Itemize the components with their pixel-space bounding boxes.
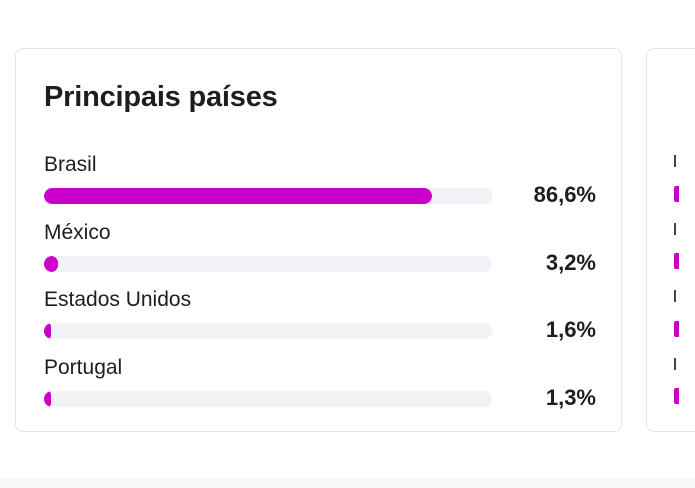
country-label: Estados Unidos [44,288,192,311]
truncated-text-glyph [674,290,680,302]
country-percentage: 1,3% [545,385,596,410]
country-row-portugal: Portugal 1,3% [44,355,596,413]
progress-track [44,391,492,407]
country-label: México [44,221,111,244]
progress-fill [44,391,51,407]
country-percentage: 86,6% [533,182,596,207]
progress-fill-partial [674,253,679,269]
truncated-text-glyph [674,358,680,370]
top-countries-card: Principais países Brasil 86,6% México 3,… [15,48,622,432]
country-row-estados-unidos: Estados Unidos 1,6% [44,287,596,345]
truncated-text-glyph [674,223,680,235]
country-row-mexico: México 3,2% [44,220,596,278]
next-section-edge [0,478,695,488]
progress-fill [44,188,432,204]
progress-fill [44,256,58,272]
country-percentage: 3,2% [545,250,596,275]
card-title: Principais países [44,81,278,113]
progress-fill-partial [674,321,679,337]
truncated-text-glyph [674,155,680,167]
country-label: Brasil [44,153,97,176]
progress-fill-partial [674,186,679,202]
progress-track [44,256,492,272]
progress-track [44,323,492,339]
adjacent-card-partial [646,48,695,432]
progress-track [44,188,492,204]
progress-fill [44,323,51,339]
country-row-brasil: Brasil 86,6% [44,152,596,210]
progress-fill-partial [674,388,679,404]
country-label: Portugal [44,356,123,379]
country-percentage: 1,6% [545,317,596,342]
